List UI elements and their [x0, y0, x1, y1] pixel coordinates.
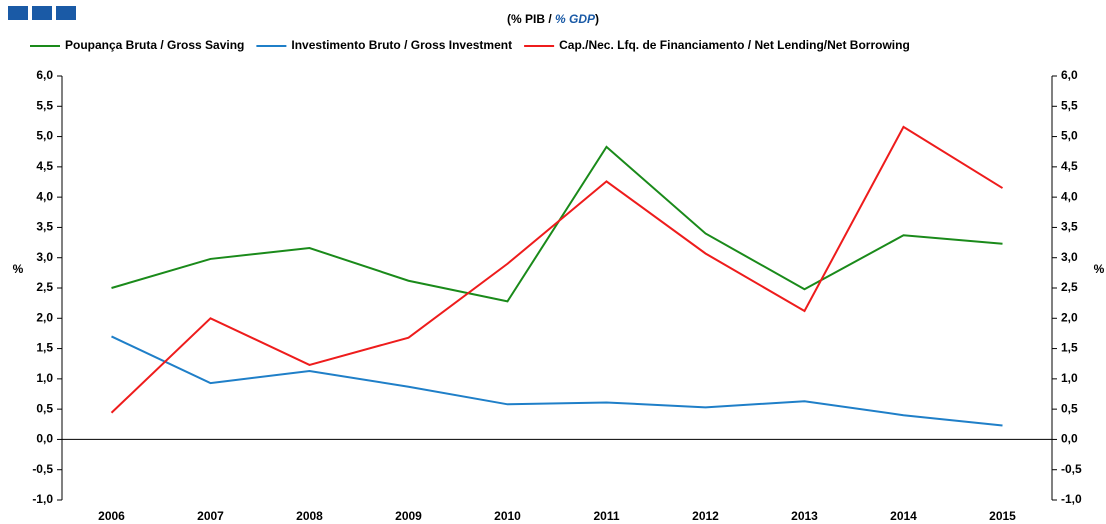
y2-tick-label: 3,0 [1061, 250, 1078, 264]
y2-axis-label: % [1094, 262, 1105, 276]
x-tick-label: 2006 [98, 509, 125, 523]
title-part: % GDP [555, 12, 596, 26]
legend-label: Poupança Bruta / Gross Saving [65, 38, 244, 52]
title-part: ) [595, 12, 599, 26]
y2-tick-label: 5,0 [1061, 129, 1078, 143]
y2-tick-label: -1,0 [1061, 492, 1082, 506]
logo [8, 6, 76, 20]
x-tick-label: 2011 [593, 509, 619, 523]
y-tick-label: 0,0 [36, 432, 53, 446]
legend-label: Investimento Bruto / Gross Investment [291, 38, 512, 52]
x-tick-label: 2009 [395, 509, 422, 523]
y-tick-label: 3,5 [36, 220, 53, 234]
y2-tick-label: 3,5 [1061, 220, 1078, 234]
y2-tick-label: 0,0 [1061, 432, 1078, 446]
y2-tick-label: 4,0 [1061, 189, 1078, 203]
y2-tick-label: -0,5 [1061, 462, 1082, 476]
y-tick-label: -1,0 [32, 492, 53, 506]
y2-tick-label: 2,5 [1061, 280, 1078, 294]
y2-tick-label: 4,5 [1061, 159, 1078, 173]
y-tick-label: 4,5 [36, 159, 53, 173]
y2-tick-label: 1,0 [1061, 371, 1078, 385]
y-tick-label: 1,5 [36, 341, 53, 355]
x-tick-label: 2010 [494, 509, 521, 523]
y2-tick-label: 2,0 [1061, 310, 1078, 324]
chart-title: (% PIB / % GDP) [507, 12, 599, 26]
y-tick-label: 3,0 [36, 250, 53, 264]
y-tick-label: 1,0 [36, 371, 53, 385]
y2-tick-label: 6,0 [1061, 68, 1078, 82]
y-tick-label: 5,5 [36, 98, 53, 112]
y-tick-label: 6,0 [36, 68, 53, 82]
y-tick-label: 2,0 [36, 310, 53, 324]
y2-tick-label: 1,5 [1061, 341, 1078, 355]
y-tick-label: 0,5 [36, 401, 53, 415]
y-tick-label: 4,0 [36, 189, 53, 203]
title-part: (% PIB / [507, 12, 555, 26]
x-tick-label: 2015 [989, 509, 1016, 523]
series-line [110, 125, 1004, 414]
x-tick-label: 2007 [197, 509, 224, 523]
series-line [111, 335, 1003, 427]
series-line [111, 145, 1003, 303]
y-axis-label: % [13, 262, 24, 276]
y2-tick-label: 0,5 [1061, 401, 1078, 415]
y-tick-label: -0,5 [32, 462, 53, 476]
x-tick-label: 2008 [296, 509, 323, 523]
x-tick-label: 2014 [890, 509, 917, 523]
x-tick-label: 2012 [692, 509, 719, 523]
y-tick-label: 5,0 [36, 129, 53, 143]
legend-label: Cap./Nec. Lfq. de Financiamento / Net Le… [559, 38, 910, 52]
y2-tick-label: 5,5 [1061, 98, 1078, 112]
x-tick-label: 2013 [791, 509, 818, 523]
y-tick-label: 2,5 [36, 280, 53, 294]
